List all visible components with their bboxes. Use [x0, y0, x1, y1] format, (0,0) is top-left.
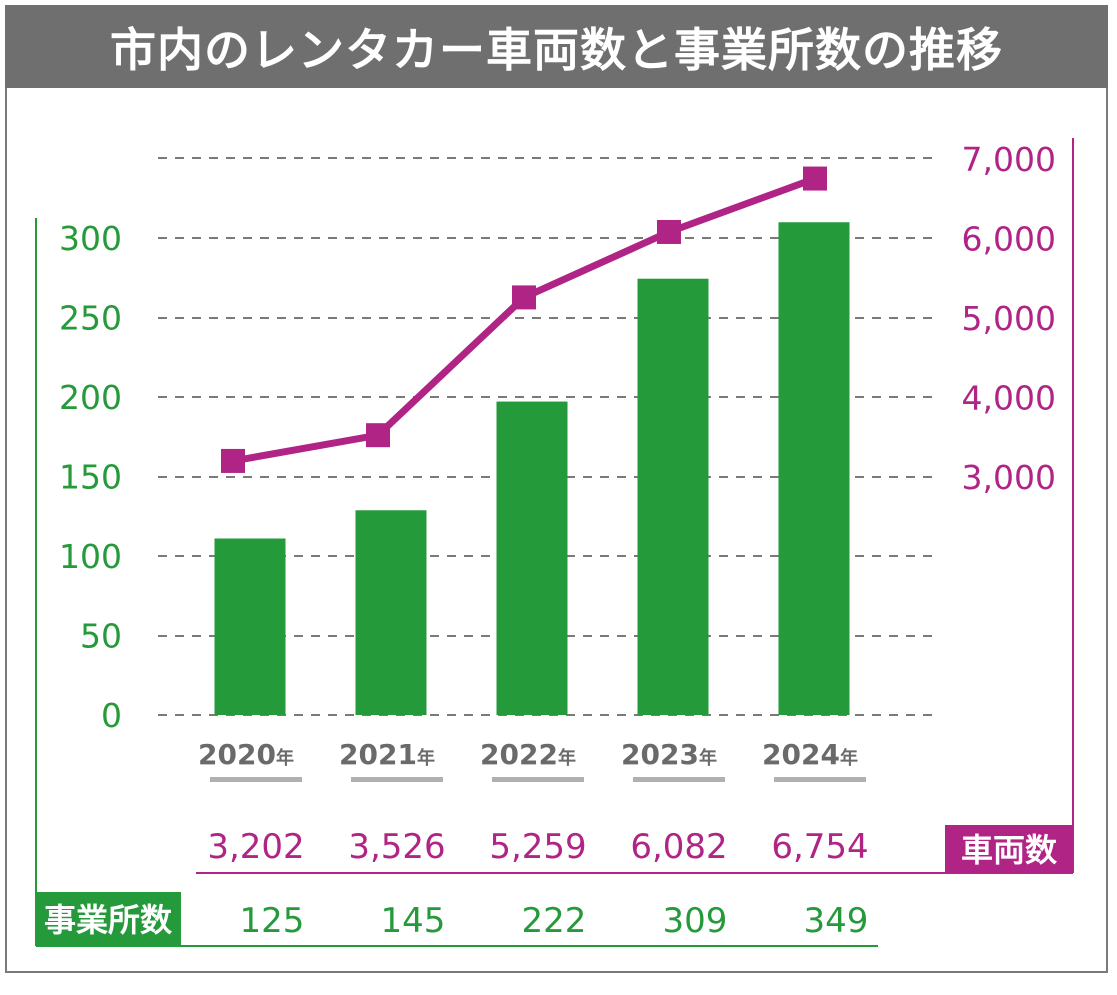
- left-axis-tick-label: 300: [59, 219, 122, 258]
- offices-value-2022: 222: [522, 901, 587, 941]
- vehicles-value-2023: 6,082: [630, 827, 727, 867]
- x-label-year: 2020: [198, 738, 276, 771]
- x-label-suffix: 年: [417, 747, 435, 769]
- offices-label-box: [36, 892, 181, 947]
- bar-offices-2020: [214, 538, 286, 715]
- left-axis-tick-label: 200: [59, 378, 122, 417]
- x-label-underline: [351, 777, 443, 782]
- vehicles-value-2024: 6,754: [771, 827, 868, 867]
- x-label-underline: [774, 777, 866, 782]
- offices-value-2021: 145: [381, 901, 446, 941]
- bar-offices-2023: [637, 278, 709, 715]
- right-axis-tick-label: 7,000: [962, 140, 1056, 179]
- right-axis: 3,000 4,000 5,000 6,000 7,000: [962, 138, 1074, 873]
- offices-value-2020: 125: [240, 901, 305, 941]
- right-axis-tick-label: 4,000: [962, 379, 1056, 418]
- vehicles-marker-2023: [657, 219, 681, 244]
- chart-title: 市内のレンタカー車両数と事業所数の推移: [5, 5, 1108, 88]
- vehicles-value-2021: 3,526: [348, 827, 445, 867]
- x-label-suffix: 年: [699, 747, 717, 769]
- left-axis-tick-label: 0: [101, 696, 122, 735]
- vehicles-value-2020: 3,202: [207, 827, 304, 867]
- left-axis-tick-label: 250: [59, 299, 122, 338]
- x-axis-label-2021: 2021年: [339, 738, 435, 771]
- left-axis-tick-label: 150: [59, 458, 122, 497]
- x-label-year: 2023: [621, 738, 699, 771]
- left-axis: 0 50 100 150 200 250 300: [35, 218, 122, 946]
- x-label-underline: [633, 777, 725, 782]
- x-label-suffix: 年: [276, 747, 294, 769]
- offices-value-2023: 309: [663, 901, 728, 941]
- right-axis-tick-label: 6,000: [962, 220, 1056, 259]
- left-axis-tick-label: 100: [59, 537, 122, 576]
- vehicles-label-box: [945, 825, 1073, 874]
- x-axis-labels: 2020年 2021年 2022年 2023年 2024年: [198, 738, 866, 782]
- vehicles-value-2022: 5,259: [489, 827, 586, 867]
- line-series-vehicles: [221, 166, 827, 473]
- bar-offices-2021: [355, 510, 427, 715]
- vehicles-label: 車両数: [961, 831, 1058, 869]
- x-label-underline: [492, 777, 584, 782]
- x-label-year: 2022: [480, 738, 558, 771]
- right-axis-tick-label: 5,000: [962, 299, 1056, 338]
- x-axis-label-2020: 2020年: [198, 738, 294, 771]
- right-axis-tick-label: 3,000: [962, 458, 1056, 497]
- bar-offices-2024: [778, 222, 850, 715]
- x-label-underline: [210, 777, 302, 782]
- left-axis-tick-label: 50: [80, 617, 122, 656]
- vehicles-marker-2020: [221, 448, 245, 473]
- vehicles-marker-2022: [512, 285, 536, 310]
- x-label-suffix: 年: [840, 747, 858, 769]
- x-axis-label-2024: 2024年: [762, 738, 858, 771]
- x-label-year: 2021: [339, 738, 417, 771]
- vehicles-values-row: 3,202 3,526 5,259 6,082 6,754: [207, 827, 868, 867]
- vehicles-marker-2024: [803, 166, 827, 191]
- offices-value-2024: 349: [804, 901, 869, 941]
- bar-series-offices: [214, 222, 850, 715]
- vehicles-marker-2021: [366, 423, 390, 448]
- x-axis-label-2022: 2022年: [480, 738, 576, 771]
- x-axis-label-2023: 2023年: [621, 738, 717, 771]
- x-label-year: 2024: [762, 738, 840, 771]
- x-label-suffix: 年: [558, 747, 576, 769]
- offices-label: 事業所数: [44, 901, 173, 939]
- bar-offices-2022: [496, 401, 568, 715]
- offices-values-row: 125 145 222 309 349: [240, 901, 869, 941]
